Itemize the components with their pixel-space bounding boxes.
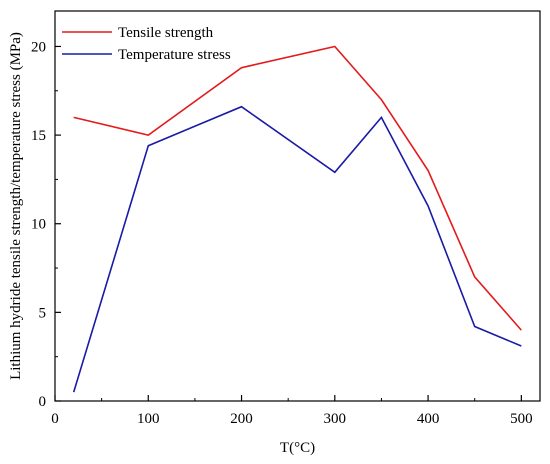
- plot-frame: [54, 10, 541, 402]
- series-line-1: [73, 45, 522, 331]
- legend-label: Temperature stress: [118, 47, 231, 63]
- x-axis: 0 100 200 300 400 500: [51, 395, 533, 427]
- legend-label: Tensile strength: [118, 25, 214, 41]
- y-tick-label: 20: [31, 39, 46, 55]
- x-tick-label: 0: [51, 411, 59, 427]
- x-tick-label: 400: [417, 411, 440, 427]
- y-tick-label: 5: [39, 305, 47, 321]
- x-tick-label: 500: [510, 411, 533, 427]
- y-tick-label: 0: [39, 394, 47, 410]
- y-tick-label: 15: [31, 128, 46, 144]
- legend: Tensile strength Temperature stress: [62, 25, 231, 63]
- y-axis: 0 5 10 15 20: [31, 39, 61, 410]
- x-tick-label: 300: [324, 411, 347, 427]
- series-layer: [72, 45, 522, 393]
- plot-area: [54, 10, 541, 402]
- series-line-2: [72, 105, 522, 393]
- x-tick-label: 200: [230, 411, 253, 427]
- y-axis-label: Lithium hydride tensile strength/tempera…: [8, 32, 24, 380]
- y-tick-label: 10: [31, 217, 46, 233]
- x-axis-label: T(°C): [280, 440, 315, 456]
- x-tick-label: 100: [137, 411, 160, 427]
